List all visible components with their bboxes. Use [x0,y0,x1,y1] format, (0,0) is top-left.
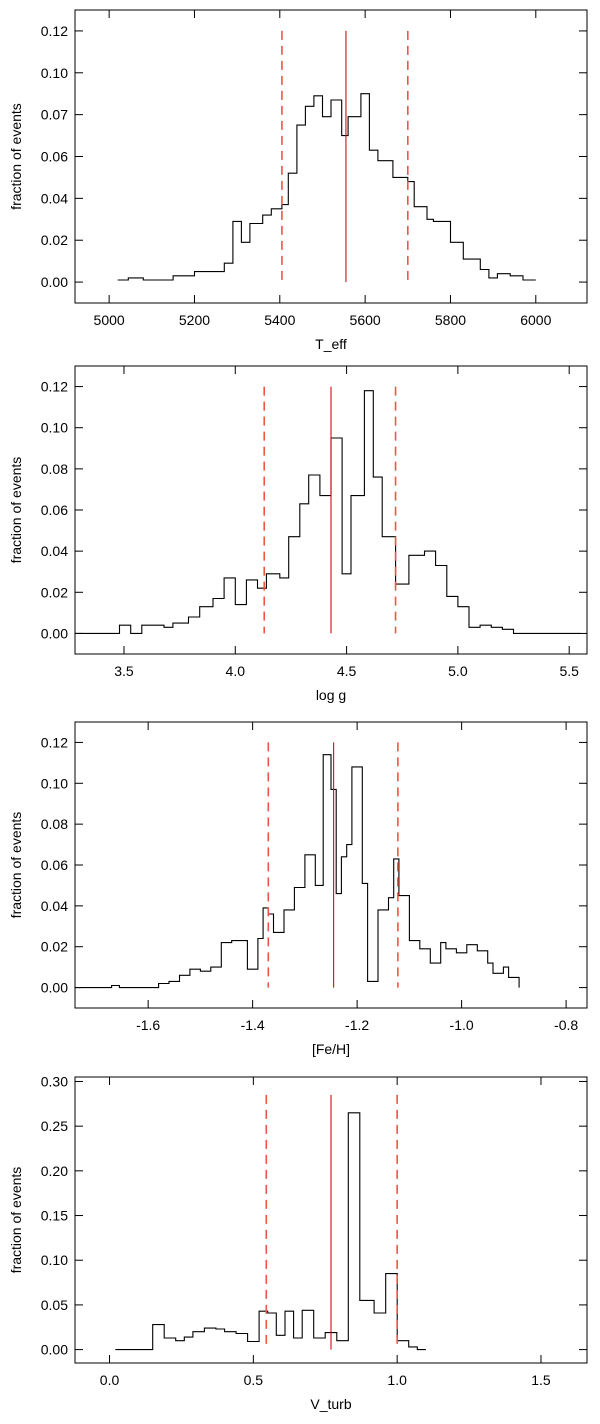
y-tick-label: 0.08 [41,461,68,477]
y-tick-label: 0.20 [41,1163,68,1179]
y-axis-title: fraction of events [8,103,24,210]
y-tick-label: 0.06 [41,857,68,873]
x-tick-label: 5.5 [559,663,579,679]
x-tick-label: -1.4 [241,1017,265,1033]
y-tick-label: 0.04 [41,190,68,206]
x-tick-label: 1.0 [387,1372,407,1388]
plot-frame [74,9,588,304]
x-tick-label: 4.5 [337,663,357,679]
y-tick-label: 0.08 [41,816,68,832]
x-tick-label: 5000 [94,312,125,328]
x-tick-label: 5200 [179,312,210,328]
histogram-panel-3: -1.6 -1.4 -1.2 -1.0 -0.8 0.00 0.02 0.04 0.06 0.08… [8,721,588,1057]
y-tick-label: 0.05 [41,1297,68,1313]
histogram-steps [75,754,520,989]
plot-frame [74,1076,588,1364]
y-tick-label: 0.10 [41,1252,68,1268]
x-tick-label: 3.5 [114,663,134,679]
y-tick-label: 0.00 [41,1342,68,1358]
y-tick-label: 0.04 [41,898,68,914]
x-tick-label: 5400 [264,312,295,328]
x-axis-title: log g [316,687,346,703]
y-tick-label: 0.04 [41,543,68,559]
x-tick-label: -1.2 [345,1017,369,1033]
y-axis-title: fraction of events [8,1167,24,1274]
y-tick-label: 0.12 [41,379,68,395]
y-tick-label: 0.02 [41,232,68,248]
y-axis-title: fraction of events [8,812,24,919]
y-axis-title: fraction of events [8,457,24,564]
histogram-panel-1: 5000 5200 5400 5600 5800 6000 0.00 0.02 0.04 0.06… [8,9,588,352]
y-tick-label: 0.30 [41,1073,68,1089]
y-tick-label: 0.00 [41,980,68,996]
histogram-panel-4: 0.0 0.5 1.0 1.5 0.00 0.05 0.10 0.15 0.20 0.25 0.30… [8,1073,588,1412]
y-tick-label: 0.02 [41,584,68,600]
y-tick-label: 0.12 [41,734,68,750]
y-tick-label: 0.10 [41,775,68,791]
x-tick-label: 5.0 [448,663,468,679]
histogram-steps [75,390,581,634]
x-tick-label: 1.5 [531,1372,551,1388]
y-tick-label: 0.02 [41,939,68,955]
x-tick-label: -1.0 [450,1017,474,1033]
y-tick-label: 0.00 [41,625,68,641]
x-tick-label: -1.6 [136,1017,160,1033]
x-tick-label: 5600 [350,312,381,328]
y-tick-label: 0.15 [41,1208,68,1224]
x-axis-title: T_eff [315,336,347,352]
x-tick-label: 4.0 [226,663,246,679]
histogram-steps [117,93,536,281]
y-tick-label: 0.25 [41,1118,68,1134]
y-tick-label: 0.06 [41,502,68,518]
y-tick-label: 0.06 [41,149,68,165]
x-axis-title: [Fe/H] [312,1041,350,1057]
y-tick-label: 0.00 [41,274,68,290]
x-tick-label: 6000 [520,312,551,328]
x-tick-label: 0.5 [244,1372,264,1388]
y-tick-label: 0.10 [41,420,68,436]
x-tick-label: 0.0 [100,1372,120,1388]
x-tick-label: 5800 [435,312,466,328]
y-tick-label: 0.12 [41,23,68,39]
x-axis-title: V_turb [310,1396,351,1412]
y-tick-label: 0.10 [41,65,68,81]
histogram-steps [115,1112,426,1351]
y-tick-label: 0.07 [41,107,68,123]
histogram-panel-2: 3.5 4.0 4.5 5.0 5.5 0.00 0.02 0.04 0.06 0.08 0.10 0… [8,365,588,703]
x-tick-label: -0.8 [554,1017,578,1033]
